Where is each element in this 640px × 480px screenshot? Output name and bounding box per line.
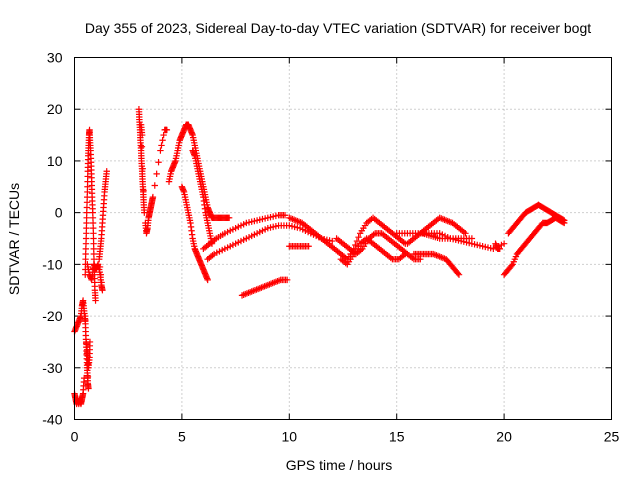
data-point (85, 385, 92, 392)
data-point (157, 147, 164, 154)
data-point (138, 143, 146, 150)
data-point (355, 234, 362, 241)
x-tick-label: 20 (496, 429, 512, 445)
data-point (153, 170, 160, 178)
data-point (139, 165, 146, 172)
data-point (98, 279, 105, 286)
data-point (97, 271, 105, 278)
x-tick-label: 0 (71, 429, 79, 445)
data-point (103, 168, 110, 175)
data-point (281, 212, 289, 219)
data-point (155, 159, 162, 166)
data-point (508, 262, 515, 269)
data-point (329, 237, 336, 245)
data-point (454, 270, 462, 277)
data-point (99, 287, 106, 294)
data-point (159, 137, 166, 144)
x-tick-label: 15 (389, 429, 405, 445)
data-points (71, 106, 568, 408)
data-point (149, 193, 157, 201)
data-point (158, 142, 165, 149)
x-tick-label: 5 (178, 429, 186, 445)
data-point (455, 271, 463, 278)
data-point (225, 214, 233, 222)
data-point (96, 263, 104, 271)
data-point (92, 297, 99, 304)
x-tick-label: 25 (604, 429, 620, 445)
y-tick-label: -40 (42, 412, 62, 428)
plot-frame (74, 57, 612, 420)
data-point (402, 250, 409, 258)
data-point (496, 245, 504, 253)
data-point (353, 237, 361, 245)
data-point (352, 241, 359, 249)
y-tick-label: 20 (47, 101, 63, 117)
y-tick-label: 10 (47, 153, 63, 169)
data-point (204, 276, 211, 284)
data-point (141, 209, 148, 216)
y-tick-label: -20 (42, 308, 62, 324)
data-point (468, 235, 476, 242)
y-axis-label: SDTVAR / TECUs (6, 183, 22, 295)
data-point (500, 240, 508, 247)
data-point (561, 217, 568, 224)
data-point (140, 187, 147, 194)
data-point (559, 216, 567, 223)
y-tick-label: -30 (42, 360, 62, 376)
grid-lines (74, 57, 612, 420)
data-point (305, 243, 312, 250)
x-tick-label: 10 (282, 429, 298, 445)
data-point (283, 276, 291, 284)
data-point (160, 131, 167, 139)
y-tick-label: 30 (47, 50, 63, 66)
data-point (86, 338, 94, 346)
data-point (462, 230, 469, 237)
data-point (138, 131, 146, 139)
data-point (151, 182, 158, 189)
data-point (163, 126, 171, 134)
data-point (84, 373, 92, 381)
axis-ticks: 0 5 10 15 20 25 -40 -30 -20 -10 0 10 20 30 (42, 50, 619, 445)
chart-title: Day 355 of 2023, Sidereal Day-to-day VTE… (85, 20, 591, 36)
y-tick-label: -10 (42, 256, 62, 272)
y-tick-label: 0 (55, 205, 63, 221)
x-axis-label: GPS time / hours (286, 457, 393, 473)
